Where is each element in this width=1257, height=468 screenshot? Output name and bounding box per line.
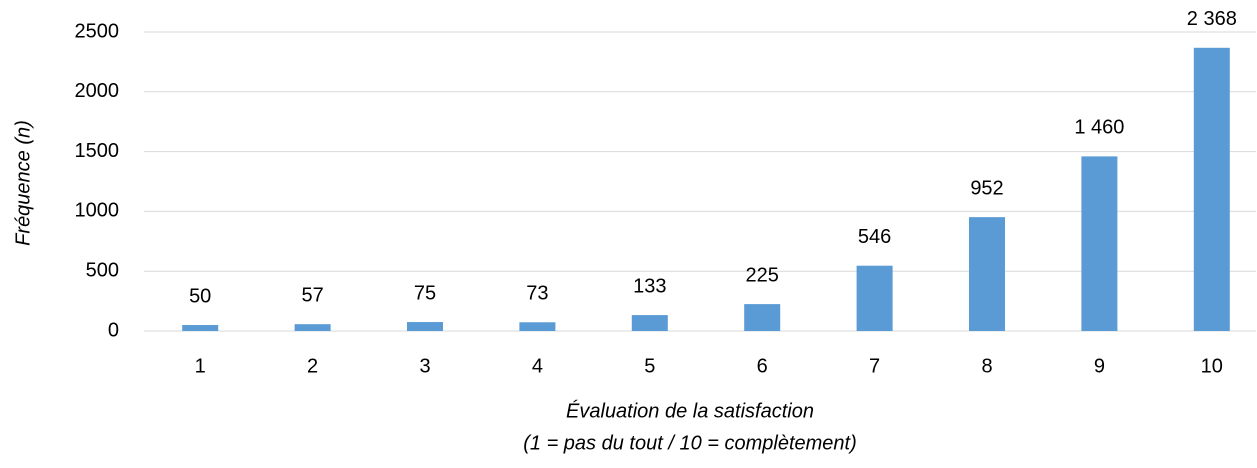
bar bbox=[182, 325, 219, 331]
data-label: 57 bbox=[301, 284, 323, 306]
data-label: 225 bbox=[746, 264, 779, 286]
x-tick-label: 3 bbox=[419, 355, 430, 377]
y-tick-label: 0 bbox=[108, 319, 119, 341]
data-label: 50 bbox=[189, 285, 211, 307]
x-axis-title: (1 = pas du tout / 10 = complètement) bbox=[523, 432, 857, 454]
x-tick-label: 2 bbox=[307, 355, 318, 377]
y-tick-label: 2000 bbox=[75, 80, 120, 102]
y-tick-label: 500 bbox=[86, 259, 119, 281]
data-label: 546 bbox=[858, 226, 891, 248]
x-tick-label: 7 bbox=[869, 355, 880, 377]
y-axis-title: Fréquence (n) bbox=[12, 120, 34, 246]
y-tick-label: 1500 bbox=[75, 140, 120, 162]
y-tick-label: 1000 bbox=[75, 200, 120, 222]
y-tick-label: 2500 bbox=[75, 20, 120, 42]
x-tick-label: 9 bbox=[1094, 355, 1105, 377]
bar bbox=[856, 265, 893, 331]
x-tick-label: 6 bbox=[757, 355, 768, 377]
bar bbox=[744, 304, 781, 331]
data-label: 73 bbox=[526, 283, 548, 305]
data-label: 952 bbox=[970, 177, 1003, 199]
bar bbox=[407, 322, 443, 331]
x-tick-label: 1 bbox=[195, 355, 206, 377]
x-tick-label: 5 bbox=[644, 355, 655, 377]
data-label: 1 460 bbox=[1074, 117, 1124, 139]
data-label: 2 368 bbox=[1187, 8, 1237, 30]
bar bbox=[294, 324, 331, 331]
bar bbox=[969, 217, 1005, 331]
bar bbox=[1081, 156, 1118, 331]
data-label: 75 bbox=[414, 282, 436, 304]
data-label: 133 bbox=[633, 275, 666, 297]
x-tick-label: 4 bbox=[532, 355, 543, 377]
bar bbox=[1193, 47, 1230, 331]
x-axis-title: Évaluation de la satisfaction bbox=[566, 399, 814, 422]
bar bbox=[519, 322, 556, 331]
x-tick-label: 10 bbox=[1201, 355, 1223, 377]
x-tick-label: 8 bbox=[981, 355, 992, 377]
bar bbox=[631, 315, 668, 331]
